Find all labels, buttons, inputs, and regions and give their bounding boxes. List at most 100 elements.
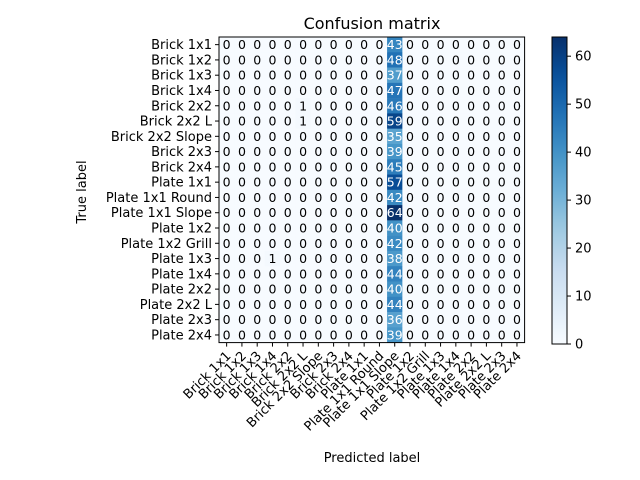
cell-value-label: 0 (482, 129, 490, 144)
cell-value-label: 0 (284, 144, 292, 159)
heatmap-cell (387, 143, 403, 160)
y-tick-label: Plate 1x1 (151, 176, 212, 191)
x-axis-label: Predicted label (324, 451, 421, 466)
cell-value-label: 0 (314, 327, 322, 342)
heatmap-cell (295, 128, 311, 145)
heatmap-cell (432, 37, 449, 53)
heatmap-cell (341, 159, 357, 175)
cell-value-label: 0 (406, 144, 414, 159)
cell-value-label: 0 (498, 251, 506, 266)
heatmap-cell (295, 143, 311, 160)
cell-value-label: 0 (299, 282, 307, 297)
cell-value-label: 0 (513, 327, 521, 342)
heatmap-cell (371, 174, 388, 191)
heatmap-cell (219, 159, 235, 175)
cell-value-label: 0 (452, 98, 460, 113)
cell-value-label: 0 (375, 83, 383, 98)
cell-value-label: 0 (284, 114, 292, 129)
cell-value-label: 0 (375, 221, 383, 236)
heatmap-cell (463, 52, 480, 68)
cell-value-label: 0 (437, 83, 445, 98)
cell-value-label: 0 (330, 175, 338, 190)
cell-value-label: 0 (452, 221, 460, 236)
heatmap-cell (494, 220, 510, 236)
heatmap-cell (371, 52, 388, 68)
cell-value-label: 0 (223, 175, 231, 190)
heatmap-cell (432, 128, 449, 145)
cell-value-label: 0 (299, 190, 307, 205)
cell-value-label: 0 (253, 266, 261, 281)
heatmap-cell (295, 312, 311, 328)
cell-value-label: 0 (314, 297, 322, 312)
cell-value-label: 0 (513, 282, 521, 297)
cell-value-label: 0 (223, 312, 231, 327)
cell-value-label: 0 (360, 312, 368, 327)
heatmap-cell (310, 98, 327, 114)
heatmap-cell (356, 205, 373, 221)
cell-value-label: 0 (421, 129, 429, 144)
cell-value-label: 0 (314, 52, 322, 67)
heatmap-cell (478, 220, 495, 236)
heatmap-cell (371, 98, 388, 114)
heatmap-cell (295, 205, 311, 221)
cell-value-label: 0 (482, 68, 490, 83)
cell-value-label: 0 (253, 282, 261, 297)
heatmap-cell (356, 52, 373, 68)
heatmap-cell (341, 113, 357, 129)
cell-value-label: 0 (375, 190, 383, 205)
heatmap-cell (417, 266, 434, 282)
cell-value-label: 0 (452, 68, 460, 83)
heatmap-cell (509, 189, 525, 206)
heatmap-cell (356, 37, 373, 53)
cell-value-label: 39 (387, 144, 403, 159)
heatmap-cell (478, 174, 495, 191)
cell-value-label: 0 (437, 297, 445, 312)
heatmap-cell (310, 235, 327, 252)
cell-value-label: 0 (498, 98, 506, 113)
heatmap-cell (249, 205, 266, 221)
colorbar-gradient (551, 36, 568, 345)
heatmap-cell (249, 327, 266, 343)
heatmap-cell (310, 67, 327, 84)
cell-value-label: 0 (513, 159, 521, 174)
heatmap-cell (341, 312, 357, 328)
cell-value-label: 0 (345, 37, 353, 52)
heatmap-cell (448, 82, 464, 99)
cell-value-label: 0 (437, 144, 445, 159)
heatmap-cell (356, 67, 373, 84)
heatmap-cell (280, 128, 296, 145)
cell-value-label: 0 (330, 98, 338, 113)
heatmap-cell (387, 312, 403, 328)
heatmap-cell (387, 327, 403, 343)
heatmap-cell (341, 220, 357, 236)
cell-value-label: 0 (498, 52, 506, 67)
heatmap-cell (417, 52, 434, 68)
cell-value-label: 0 (360, 37, 368, 52)
cell-value-label: 0 (314, 68, 322, 83)
plot-frame (218, 36, 526, 344)
heatmap-cell (295, 266, 311, 282)
cell-value-label: 0 (314, 205, 322, 220)
cell-value-label: 0 (223, 236, 231, 251)
cell-value-label: 48 (387, 52, 403, 67)
heatmap-cell (219, 174, 235, 191)
heatmap-cell (280, 174, 296, 191)
cell-value-label: 0 (314, 98, 322, 113)
heatmap-cell (325, 159, 342, 175)
heatmap-cell (280, 52, 296, 68)
cell-value-label: 0 (513, 37, 521, 52)
cell-value-label: 0 (467, 144, 475, 159)
cell-value-label: 0 (284, 327, 292, 342)
cell-value-label: 0 (482, 205, 490, 220)
chart-title: Confusion matrix (304, 14, 441, 33)
heatmap-cell (402, 312, 418, 328)
cell-value-label: 0 (238, 129, 246, 144)
cell-value-label: 0 (223, 251, 231, 266)
cell-value-label: 0 (482, 83, 490, 98)
heatmap-cell (249, 159, 266, 175)
heatmap-cell (310, 82, 327, 99)
heatmap-cell (463, 205, 480, 221)
cell-value-label: 0 (498, 282, 506, 297)
heatmap-cell (371, 266, 388, 282)
